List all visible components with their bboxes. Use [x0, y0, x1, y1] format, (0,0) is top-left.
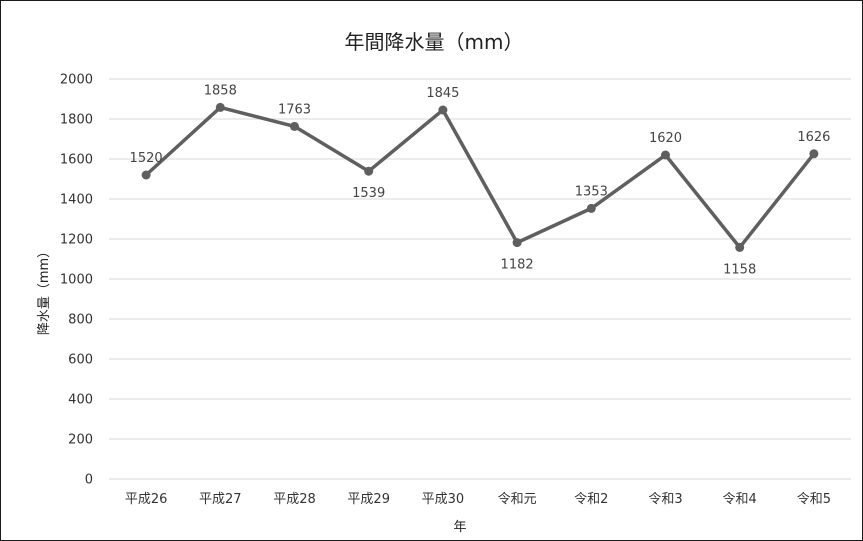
data-point [364, 166, 374, 176]
series-layer [141, 102, 819, 252]
y-tick-label: 1800 [60, 113, 93, 128]
data-label: 1182 [501, 258, 534, 273]
data-point [290, 121, 299, 131]
data-label: 1763 [278, 102, 311, 117]
x-tick-label: 平成30 [422, 492, 465, 507]
x-tick-label: 平成26 [125, 492, 168, 507]
y-tick-label: 2000 [60, 73, 93, 88]
y-axis-title: 降水量（mm） [37, 245, 52, 335]
data-label: 1353 [575, 184, 608, 199]
y-tick-label: 600 [68, 353, 93, 368]
y-tick-label: 1200 [60, 233, 93, 248]
y-tick-label: 1400 [60, 193, 93, 208]
x-tick-label: 平成29 [347, 492, 390, 507]
y-tick-label: 1600 [60, 153, 93, 168]
data-point [141, 170, 151, 180]
data-point [735, 242, 745, 252]
data-point [438, 105, 448, 115]
x-tick-label: 令和2 [574, 492, 608, 507]
y-tick-label: 1000 [60, 273, 93, 288]
data-labels: 1520 1858 1763 1539 1845 1182 1353 1620 1158 1626 [130, 83, 831, 277]
data-label: 1626 [797, 130, 830, 145]
data-label: 1620 [649, 131, 682, 146]
y-tick-label: 800 [68, 313, 93, 328]
data-point [215, 102, 225, 112]
x-axis-ticks: 平成26 平成27 平成28 平成29 平成30 令和元 令和2 令和3 令和4 令和5 [125, 492, 831, 507]
data-label: 1539 [352, 186, 385, 201]
y-tick-label: 200 [68, 433, 93, 448]
y-tick-label: 0 [85, 473, 93, 488]
x-tick-label: 令和4 [723, 492, 757, 507]
data-label: 1520 [130, 151, 163, 166]
gridlines [109, 78, 851, 480]
x-tick-label: 平成27 [199, 492, 242, 507]
x-tick-label: 令和3 [648, 492, 682, 507]
data-point [512, 238, 522, 248]
series-line [144, 105, 816, 250]
data-point [809, 149, 819, 159]
data-label: 1858 [204, 83, 237, 98]
data-label: 1158 [723, 262, 756, 277]
y-axis-ticks: 0 200 400 600 800 1000 1200 1400 1600 1800 2000 [60, 73, 93, 488]
data-point [661, 150, 670, 160]
x-tick-label: 平成28 [273, 492, 316, 507]
data-label: 1845 [426, 86, 459, 101]
chart-title: 年間降水量（mm） [345, 30, 524, 54]
data-point [586, 203, 596, 213]
y-tick-label: 400 [68, 393, 93, 408]
x-tick-label: 令和5 [797, 492, 831, 507]
x-tick-label: 令和元 [498, 492, 537, 507]
x-axis-title: 年 [453, 520, 466, 535]
